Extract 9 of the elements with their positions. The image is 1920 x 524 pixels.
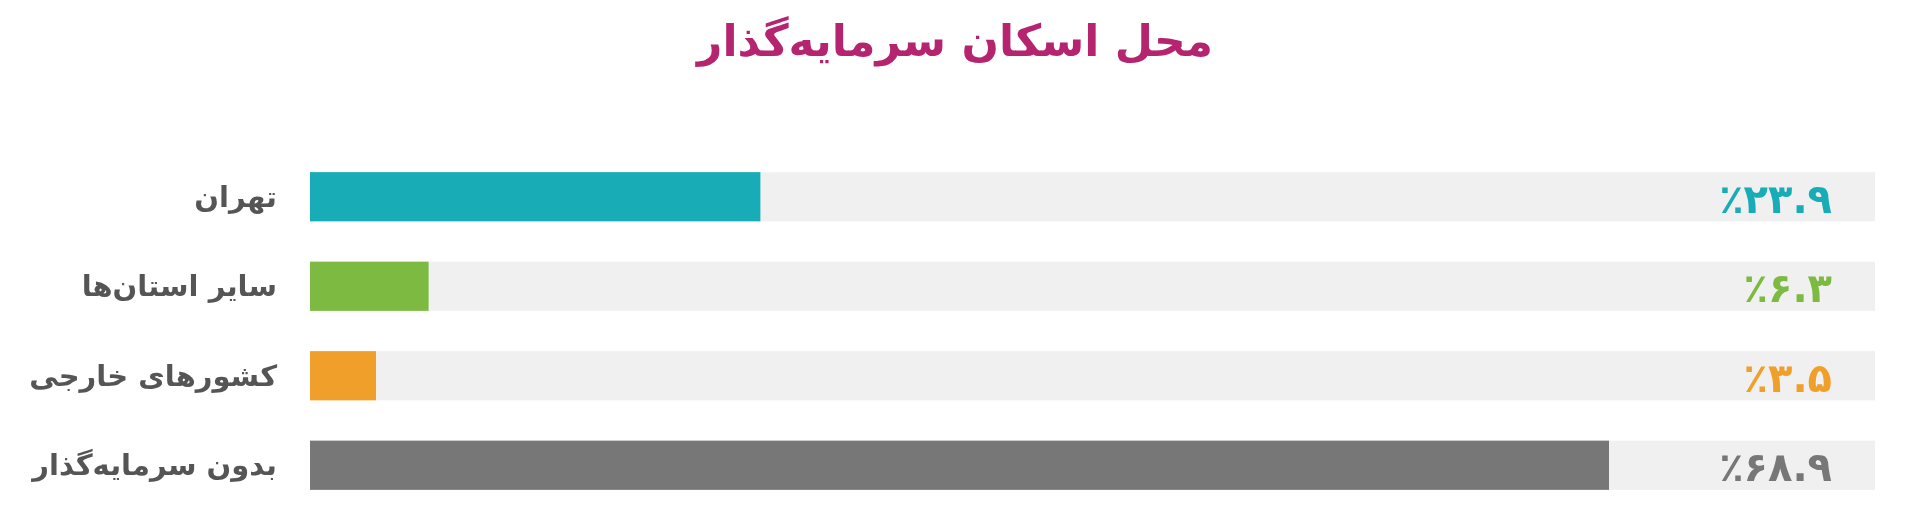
data-label: ٪۶۸.۹	[1719, 444, 1832, 491]
y-tick-label: بدون سرمایه‌گذار	[30, 448, 277, 483]
y-tick-label: سایر استان‌ها	[81, 269, 277, 304]
chart-title: محل اسکان سرمایه‌گذار	[695, 15, 1213, 67]
y-tick-label: تهران	[194, 179, 277, 214]
data-label: ٪۳.۵	[1743, 354, 1832, 401]
y-tick-label: کشورهای خارجی	[29, 358, 278, 393]
data-label: ٪۶.۳	[1743, 265, 1832, 312]
data-label: ٪۲۳.۹	[1719, 175, 1832, 222]
